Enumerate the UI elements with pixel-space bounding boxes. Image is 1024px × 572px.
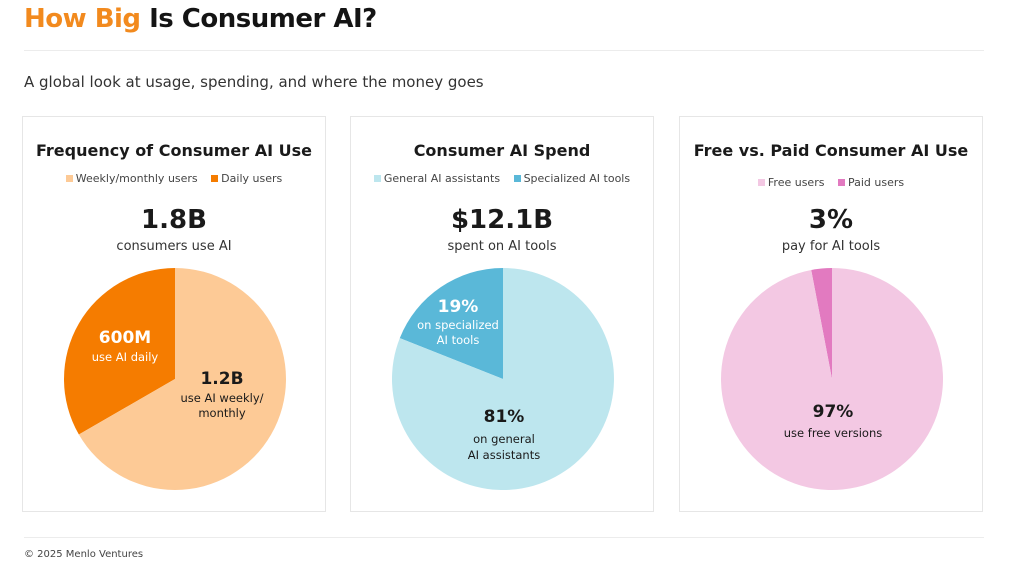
pie-slice-paid-users <box>811 268 832 379</box>
legend-label: Specialized AI tools <box>523 172 631 185</box>
legend-item: Free users <box>757 176 825 189</box>
headline-caption: pay for AI tools <box>781 239 881 254</box>
slice-text-label: on general AI assistants <box>468 432 540 462</box>
card-ai-use-frequency: Frequency of Consumer AI Use Weekly/mont… <box>22 116 326 512</box>
legend-item: Weekly/monthly users <box>65 172 198 185</box>
legend-label: Weekly/monthly users <box>75 172 198 185</box>
slice-text-label: on specialized AI tools <box>417 318 499 347</box>
legend-label: Paid users <box>847 176 905 189</box>
pie-slice-daily-users <box>64 268 175 435</box>
card-title: Frequency of Consumer AI Use <box>35 141 313 160</box>
legend-item: Paid users <box>837 176 905 189</box>
page-title-rest: Is Consumer AI? <box>149 4 377 34</box>
pie-slice-free-users <box>720 268 943 490</box>
card-title: Free vs. Paid Consumer AI Use <box>693 141 969 160</box>
slice-value-label: 600M <box>99 328 151 348</box>
headline-value: 1.8B <box>141 205 207 235</box>
chart-legend: Weekly/monthly users Daily users <box>23 172 325 185</box>
page-title-accent: How Big <box>24 4 141 34</box>
legend-label: General AI assistants <box>383 172 501 185</box>
legend-label: Daily users <box>221 172 283 185</box>
legend-swatch <box>65 175 73 182</box>
pie-slice-general-ai-assistants <box>392 268 614 490</box>
card-title: Consumer AI Spend <box>413 141 591 160</box>
legend-item: Daily users <box>211 172 282 185</box>
pie-slices <box>64 268 286 490</box>
pie-slices <box>392 268 614 490</box>
pie-chart: 19% on specialized AI tools 81% on genera… <box>392 268 614 490</box>
slice-value-label: 1.2B <box>200 369 243 389</box>
slice-value-label: 97% <box>813 402 854 422</box>
slice-value-label: 81% <box>484 407 525 427</box>
slice-text-label: use AI weekly/monthly <box>180 391 263 420</box>
card-ai-spend: Consumer AI Spend General AI assistants … <box>350 116 654 512</box>
footer-divider <box>24 537 984 538</box>
pie-slices <box>720 268 943 490</box>
legend-swatch <box>513 175 521 182</box>
legend-swatch <box>837 179 845 186</box>
headline-caption: consumers use AI <box>116 239 232 254</box>
legend-item: General AI assistants <box>373 172 501 185</box>
pie-chart: 97% use free versions <box>720 268 943 490</box>
legend-swatch <box>211 175 219 182</box>
legend-swatch <box>373 175 381 182</box>
headline-caption: spent on AI tools <box>447 239 557 254</box>
legend-item: Specialized AI tools <box>513 172 631 185</box>
page-title: How Big Is Consumer AI? <box>24 4 377 34</box>
chart-legend: General AI assistants Specialized AI too… <box>351 172 653 185</box>
chart-legend: Free users Paid users <box>680 176 982 189</box>
legend-label: Free users <box>767 176 825 189</box>
slice-text-label: use AI daily <box>92 350 159 364</box>
page-subtitle: A global look at usage, spending, and wh… <box>24 73 484 91</box>
headline-value: $12.1B <box>450 205 554 235</box>
header-divider <box>24 50 984 51</box>
copyright: © 2025 Menlo Ventures <box>24 549 144 560</box>
slice-text-label: use free versions <box>784 426 882 440</box>
pie-slice-weekly-monthly-users <box>78 268 286 490</box>
legend-swatch <box>757 179 765 186</box>
pie-chart: 600M use AI daily 1.2B use AI weekly/mon… <box>64 268 286 490</box>
pie-slice-specialized-ai-tools <box>399 268 503 379</box>
slice-value-label: 19% <box>438 297 479 317</box>
card-free-vs-paid: Free vs. Paid Consumer AI Use Free users… <box>679 116 983 512</box>
headline-value: 3% <box>808 205 854 235</box>
